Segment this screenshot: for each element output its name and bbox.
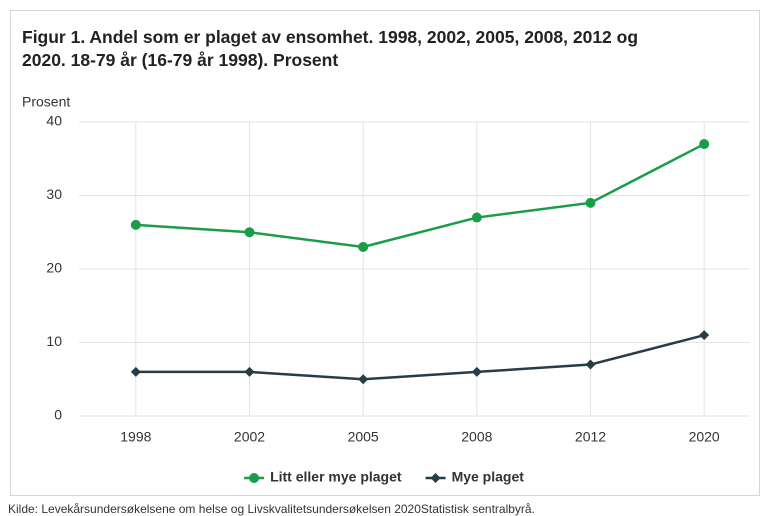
marker [358,374,369,385]
y-tick-label: 10 [46,333,62,349]
marker [471,212,482,223]
x-tick-label: 2002 [234,429,265,445]
x-tick-label: 1998 [120,429,151,445]
marker [358,241,369,252]
marker [249,473,260,483]
marker [699,330,710,341]
y-tick-label: 20 [46,260,62,276]
x-tick-label: 2012 [575,429,606,445]
marker [244,227,255,238]
marker [471,366,482,377]
marker [585,197,596,208]
legend-label: Mye plaget [452,469,525,485]
y-tick-label: 0 [54,407,62,423]
x-tick-label: 2008 [461,429,492,445]
marker [130,366,141,377]
chart: Prosent 0 10 20 30 40 1998 2002 2005 2008 2012 202… [22,94,750,485]
chart-title: Figur 1. Andel som er plaget av ensomhet… [22,27,639,70]
chart-frame [10,10,760,496]
legend: Litt eller mye plaget Mye plaget [244,469,524,485]
marker [130,219,141,230]
source: Kilde: Levekårsundersøkelsene om helse o… [8,502,535,516]
y-tick-label: 40 [46,113,62,129]
legend-label: Litt eller mye plaget [270,469,402,485]
line [135,142,705,249]
x-tick-label: 2020 [689,429,720,445]
marker [244,366,255,377]
series [130,330,710,385]
y-axis-label: Prosent [22,94,70,110]
marker [430,473,441,483]
line [135,333,705,381]
marker [699,139,710,150]
y-tick-label: 30 [46,186,62,202]
series [130,139,710,252]
x-tick-label: 2005 [348,429,379,445]
marker [585,359,596,370]
